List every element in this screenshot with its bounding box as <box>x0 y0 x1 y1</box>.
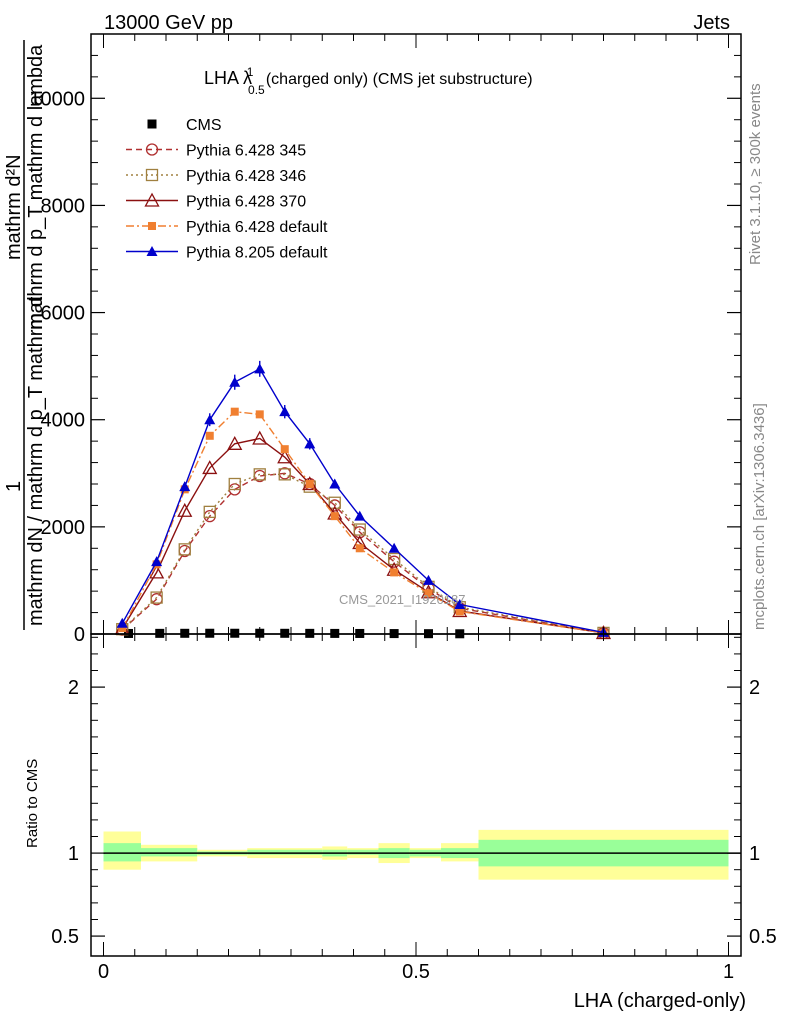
header-left-title: 13000 GeV pp <box>104 12 233 34</box>
pythia6-default-point <box>355 544 364 553</box>
legend-item-p345: Pythia 6.428 345 <box>126 143 306 160</box>
pythia-370-point <box>149 564 165 579</box>
pythia-370-point <box>252 430 268 445</box>
pythia6-default-point <box>148 222 156 230</box>
y-label-numerator: 1 <box>3 481 25 492</box>
main-y-tick-label: 4000 <box>41 410 86 432</box>
legend: CMS Pythia 6.428 345 Pythia 6.428 346 Pythi… <box>126 117 328 262</box>
pythia-346-point <box>278 468 291 481</box>
series-p346 <box>116 468 610 640</box>
series-p8def <box>116 360 609 637</box>
pythia8-default-point <box>304 438 316 449</box>
pythia-346-point <box>228 477 241 491</box>
header-right-title: Jets <box>693 12 730 34</box>
main-title: LHA λ 0.51 (charged only) (CMS jet substr… <box>204 65 533 97</box>
pythia-370-point <box>144 192 160 207</box>
pythia-370-point <box>227 435 243 450</box>
pythia6-default-point <box>330 512 339 521</box>
y-label-fraction-bottom: mathrm d p_T mathrm d lambda <box>25 44 47 330</box>
pythia-346-point <box>145 168 159 182</box>
legend-label: CMS <box>186 117 222 134</box>
pythia8-default-point <box>204 414 216 425</box>
watermark: CMS_2021_I1920187 <box>339 592 466 607</box>
ratio-band-inner <box>247 849 323 855</box>
pythia8-default-point <box>146 246 158 256</box>
ratio-band-inner <box>103 843 141 862</box>
legend-label: Pythia 6.428 370 <box>186 194 306 211</box>
pythia-345-point <box>145 143 159 156</box>
pythia-370-point <box>202 460 218 475</box>
ratio-plot-panel: 0.5 0.5 1 1 2 2 0 0.5 1 Ratio to CMS <box>24 633 777 983</box>
main-y-tick-label: 10000 <box>29 88 85 110</box>
pythia-346-point <box>253 468 266 481</box>
pythia-346-point <box>353 523 366 536</box>
ratio-x-tick-label: 0.5 <box>402 961 430 983</box>
series-line-p345 <box>121 472 604 634</box>
legend-item-p370: Pythia 6.428 370 <box>126 192 306 211</box>
pythia8-default-point <box>423 574 434 585</box>
pythia-346-point <box>178 543 191 556</box>
pythia8-default-point <box>254 363 266 374</box>
pythia6-default-point <box>305 480 314 488</box>
ratio-y-tick-label-right: 1 <box>749 843 760 865</box>
legend-label: Pythia 6.428 345 <box>186 143 306 160</box>
main-y-axis-label: 1 mathrm dN / mathrm d p_T mathrm d math… <box>3 40 47 630</box>
pythia8-default-point <box>354 510 366 521</box>
pythia8-default-point <box>388 542 400 553</box>
ratio-y-tick-label: 0.5 <box>51 926 79 948</box>
pythia6-default-point <box>255 410 264 419</box>
pythia8-default-point <box>116 617 128 628</box>
ratio-band-inner <box>347 849 379 855</box>
series-line-p8def <box>121 367 604 634</box>
main-y-tick-label: 6000 <box>41 303 86 325</box>
series-line-p370 <box>121 437 604 634</box>
pythia-370-point <box>277 449 293 464</box>
pythia8-default-point <box>329 478 341 489</box>
mcplots-label: mcplots.cern.ch [arXiv:1306.3436] <box>751 403 768 630</box>
pythia6-default-point <box>424 589 433 598</box>
pythia8-default-point <box>179 481 191 492</box>
legend-label: Pythia 6.428 default <box>186 219 328 236</box>
ratio-x-tick-label: 1 <box>723 961 734 983</box>
legend-label: Pythia 6.428 346 <box>186 168 306 185</box>
main-y-tick-label: 2000 <box>41 517 86 539</box>
pythia8-default-point <box>454 599 466 610</box>
pythia8-default-point <box>279 406 291 417</box>
rivet-label: Rivet 3.1.10, ≥ 300k events <box>747 83 764 265</box>
series-line-p6def <box>121 410 604 634</box>
ratio-plot-frame <box>90 633 742 957</box>
x-axis-label: LHA (charged-only) <box>574 990 746 1012</box>
pythia6-default-point <box>205 431 214 440</box>
series-line-p346 <box>121 473 604 634</box>
ratio-y-axis-label: Ratio to CMS <box>24 759 41 848</box>
pythia6-default-point <box>390 568 399 577</box>
main-y-tick-label: 8000 <box>41 195 86 217</box>
pythia6-default-point <box>230 407 239 416</box>
ratio-y-tick-label: 2 <box>68 677 79 699</box>
ratio-band-inner <box>141 848 198 857</box>
main-y-tick-label: 0 <box>74 624 85 646</box>
pythia-346-point <box>203 505 216 519</box>
pythia-346-point <box>150 591 163 604</box>
legend-item-p346: Pythia 6.428 346 <box>126 168 306 185</box>
cms-data-point <box>147 119 157 129</box>
ratio-y-tick-label: 1 <box>68 843 79 865</box>
pythia-370-point <box>177 502 193 517</box>
pythia8-default-point <box>151 556 163 567</box>
ratio-y-tick-label-right: 0.5 <box>749 926 777 948</box>
ratio-y-tick-label-right: 2 <box>749 677 760 699</box>
y-label-denominator: mathrm dN / mathrm d p_T mathrm d <box>25 296 47 626</box>
pythia6-default-point <box>280 445 289 454</box>
legend-item-p8def: Pythia 8.205 default <box>126 245 328 262</box>
legend-item-cms: CMS <box>147 117 222 134</box>
pythia8-default-point <box>229 376 241 387</box>
pythia6-default-point <box>118 624 127 633</box>
main-plot-panel: 0 2000 4000 6000 8000 10000 LHA λ 0.51 (charge… <box>3 33 742 646</box>
legend-label: Pythia 8.205 default <box>186 245 328 262</box>
ratio-x-tick-label: 0 <box>98 961 109 983</box>
legend-item-p6def: Pythia 6.428 default <box>126 219 328 236</box>
pythia6-default-point <box>455 607 464 616</box>
y-label-fraction-top: mathrm d²N <box>3 154 25 260</box>
